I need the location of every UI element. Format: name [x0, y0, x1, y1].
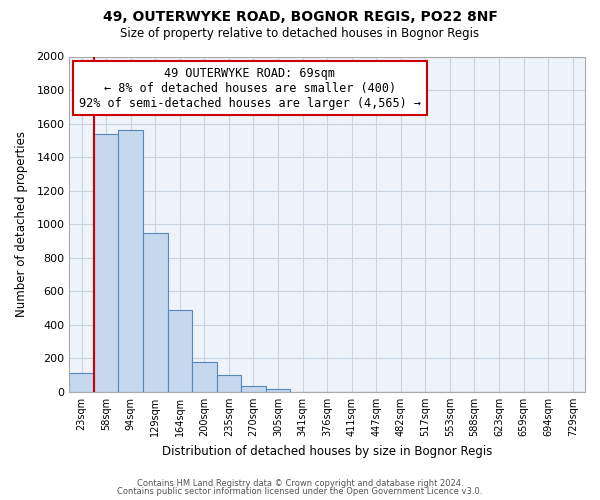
Bar [217, 375, 241, 392]
Text: Contains public sector information licensed under the Open Government Licence v3: Contains public sector information licen… [118, 487, 482, 496]
Y-axis label: Number of detached properties: Number of detached properties [15, 131, 28, 317]
Text: Contains HM Land Registry data © Crown copyright and database right 2024.: Contains HM Land Registry data © Crown c… [137, 478, 463, 488]
Bar [94, 134, 118, 392]
Bar [118, 130, 143, 392]
Bar [143, 232, 167, 392]
Text: 49, OUTERWYKE ROAD, BOGNOR REGIS, PO22 8NF: 49, OUTERWYKE ROAD, BOGNOR REGIS, PO22 8… [103, 10, 497, 24]
Bar [192, 362, 217, 392]
Bar [70, 374, 94, 392]
Bar [241, 386, 266, 392]
Bar [167, 310, 192, 392]
Text: 49 OUTERWYKE ROAD: 69sqm
← 8% of detached houses are smaller (400)
92% of semi-d: 49 OUTERWYKE ROAD: 69sqm ← 8% of detache… [79, 66, 421, 110]
X-axis label: Distribution of detached houses by size in Bognor Regis: Distribution of detached houses by size … [162, 444, 493, 458]
Bar [266, 390, 290, 392]
Text: Size of property relative to detached houses in Bognor Regis: Size of property relative to detached ho… [121, 28, 479, 40]
